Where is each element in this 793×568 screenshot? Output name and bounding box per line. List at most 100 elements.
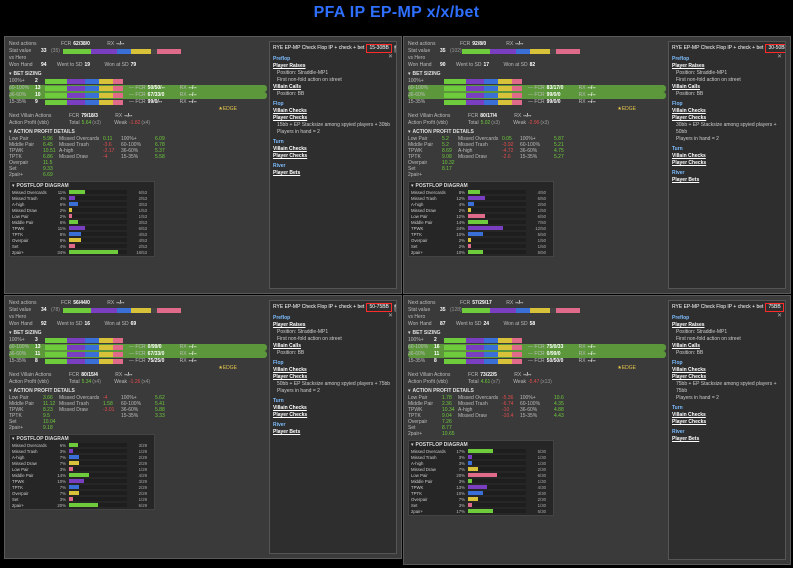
diagram-row: Missed Trash 12% 6/50 xyxy=(411,195,551,201)
collapse-icon[interactable]: ▾ xyxy=(411,183,414,189)
preflop-heading: Preflop xyxy=(273,56,291,62)
bet-rx-value: --/-- xyxy=(587,351,596,357)
postflop-diagram-header[interactable]: ▾ POSTFLOP DIAGRAM xyxy=(411,442,551,448)
profit-details-header[interactable]: ▾ ACTION PROFIT DETAILS xyxy=(408,129,666,136)
diagram-pct: 3% xyxy=(59,466,66,472)
diagram-pct: 7% xyxy=(458,496,465,502)
player-raises-link[interactable]: Player Raises xyxy=(273,63,306,69)
bet-sizing-bar xyxy=(45,86,123,91)
turn-villain-checks-link[interactable]: Villain Checks xyxy=(672,153,706,159)
villain-checks-link[interactable]: Villain Checks xyxy=(672,108,706,114)
bet-sizing-header[interactable]: ▾ BET SIZING xyxy=(9,71,267,78)
collapse-icon[interactable]: ▾ xyxy=(12,183,15,189)
turn-villain-checks-link[interactable]: Villain Checks xyxy=(273,146,307,152)
fcr-label: FCR xyxy=(61,300,72,306)
close-icon[interactable]: ✕ xyxy=(776,313,782,319)
player-raises-link[interactable]: Player Raises xyxy=(672,63,705,69)
turn-player-checks-link[interactable]: Player Checks xyxy=(672,419,707,425)
diagram-row: A-high 3% 1/30 xyxy=(411,460,551,466)
went-to-sd-label: Went to SD xyxy=(57,321,83,327)
bet-sizing-row: 60-100% — FCR 83/17/0 RX --/-- xyxy=(408,85,666,92)
collapse-icon[interactable]: ▾ xyxy=(9,71,12,77)
turn-villain-checks-link[interactable]: Villain Checks xyxy=(672,412,706,418)
diagram-bar xyxy=(69,196,127,200)
collapse-icon[interactable]: ▾ xyxy=(411,442,414,448)
edit-icon[interactable]: ✎ xyxy=(393,44,396,53)
postflop-diagram-header[interactable]: ▾ POSTFLOP DIAGRAM xyxy=(12,436,152,442)
bet-range: 60-100% xyxy=(408,85,429,91)
profit-label: 15-35% xyxy=(121,413,139,419)
diagram-category: A-high xyxy=(12,201,25,207)
diagram-bar xyxy=(468,485,526,489)
player-checks-link[interactable]: Player Checks xyxy=(273,374,308,380)
diagram-ratio: 1/30 xyxy=(537,454,546,460)
won-hand-label: Won Hand xyxy=(408,321,432,327)
profit-value: 9.08 xyxy=(442,154,452,160)
villain-calls-link[interactable]: Villain Calls xyxy=(273,343,301,349)
turn-player-checks-link[interactable]: Player Checks xyxy=(273,412,308,418)
diagram-pct: 2% xyxy=(59,207,66,213)
bet-sizing-row: 60-100% 13 — FCR 0/99/0 RX --/-- xyxy=(9,344,267,351)
close-icon[interactable]: ✕ xyxy=(387,54,393,60)
close-icon[interactable]: ✕ xyxy=(776,54,782,60)
river-player-bets-link[interactable]: Player Bets xyxy=(273,429,301,435)
profit-details-header[interactable]: ▾ ACTION PROFIT DETAILS xyxy=(9,388,267,395)
profit-details-header[interactable]: ▾ ACTION PROFIT DETAILS xyxy=(408,388,666,395)
collapse-icon[interactable]: ▾ xyxy=(408,129,411,135)
player-checks-link[interactable]: Player Checks xyxy=(672,374,707,380)
villain-checks-link[interactable]: Villain Checks xyxy=(672,367,706,373)
collapse-icon[interactable]: ▾ xyxy=(9,330,12,336)
diagram-category: Missed Trash xyxy=(411,195,437,201)
first-action-note: First non-fold action on street xyxy=(277,336,342,342)
bet-sizing-header[interactable]: ▾ BET SIZING xyxy=(408,330,666,337)
bet-fcr-label: — FCR xyxy=(129,85,146,91)
turn-player-checks-link[interactable]: Player Checks xyxy=(672,160,707,166)
profit-value: 5.88 xyxy=(155,407,165,413)
villain-rx-label: RX xyxy=(514,372,522,378)
villain-calls-link[interactable]: Villain Calls xyxy=(672,343,700,349)
bet-rx-label: RX xyxy=(179,344,187,350)
bet-sizing-header[interactable]: ▾ BET SIZING xyxy=(408,71,666,78)
diagram-ratio: 6/53 xyxy=(138,225,147,231)
player-checks-link[interactable]: Player Checks xyxy=(273,115,308,121)
diagram-ratio: 18/53 xyxy=(136,249,147,255)
turn-player-checks-link[interactable]: Player Checks xyxy=(273,153,308,159)
won-at-sd-label: Won at SD xyxy=(104,62,129,68)
river-player-bets-link[interactable]: Player Bets xyxy=(672,177,700,183)
bet-rx-label: RX xyxy=(578,358,586,364)
collapse-icon[interactable]: ▾ xyxy=(408,71,411,77)
villain-calls-link[interactable]: Villain Calls xyxy=(273,84,301,90)
collapse-icon[interactable]: ▾ xyxy=(9,129,12,135)
profit-value: 6.45 xyxy=(43,142,53,148)
edit-icon[interactable]: ✎ xyxy=(393,303,396,312)
fcr-label: FCR xyxy=(460,300,471,306)
bet-sizing-label: BET SIZING xyxy=(13,330,42,336)
postflop-diagram-header[interactable]: ▾ POSTFLOP DIAGRAM xyxy=(411,183,551,189)
close-icon[interactable]: ✕ xyxy=(387,313,393,319)
collapse-icon[interactable]: ▾ xyxy=(408,330,411,336)
diagram-bar xyxy=(468,497,526,501)
total-label: Total xyxy=(468,120,479,126)
river-player-bets-link[interactable]: Player Bets xyxy=(672,436,700,442)
went-to-sd-label: Went to SD xyxy=(456,62,482,68)
profit-value: -4 xyxy=(103,154,108,160)
profit-label: Missed Draw xyxy=(59,407,88,413)
collapse-icon[interactable]: ▾ xyxy=(9,388,12,394)
villain-checks-link[interactable]: Villain Checks xyxy=(273,367,307,373)
collapse-icon[interactable]: ▾ xyxy=(408,388,411,394)
villain-actions-row: Next Villain Actions FCR 79/18/3 RX --/-- xyxy=(9,113,267,120)
player-raises-link[interactable]: Player Raises xyxy=(273,322,306,328)
bet-fcr-value: 50/50/0 xyxy=(546,358,564,364)
player-raises-link[interactable]: Player Raises xyxy=(672,322,705,328)
river-player-bets-link[interactable]: Player Bets xyxy=(273,170,301,176)
postflop-diagram-header[interactable]: ▾ POSTFLOP DIAGRAM xyxy=(12,183,152,189)
turn-villain-checks-link[interactable]: Villain Checks xyxy=(273,405,307,411)
stacksize-note: 50bb + EP Stacksize among spyied players… xyxy=(277,381,391,387)
player-checks-link[interactable]: Player Checks xyxy=(672,115,707,121)
villain-calls-link[interactable]: Villain Calls xyxy=(672,84,700,90)
bet-sizing-header[interactable]: ▾ BET SIZING xyxy=(9,330,267,337)
villain-checks-link[interactable]: Villain Checks xyxy=(273,108,307,114)
collapse-icon[interactable]: ▾ xyxy=(12,436,15,442)
profit-details-header[interactable]: ▾ ACTION PROFIT DETAILS xyxy=(9,129,267,136)
flop-heading: Flop xyxy=(672,101,683,107)
